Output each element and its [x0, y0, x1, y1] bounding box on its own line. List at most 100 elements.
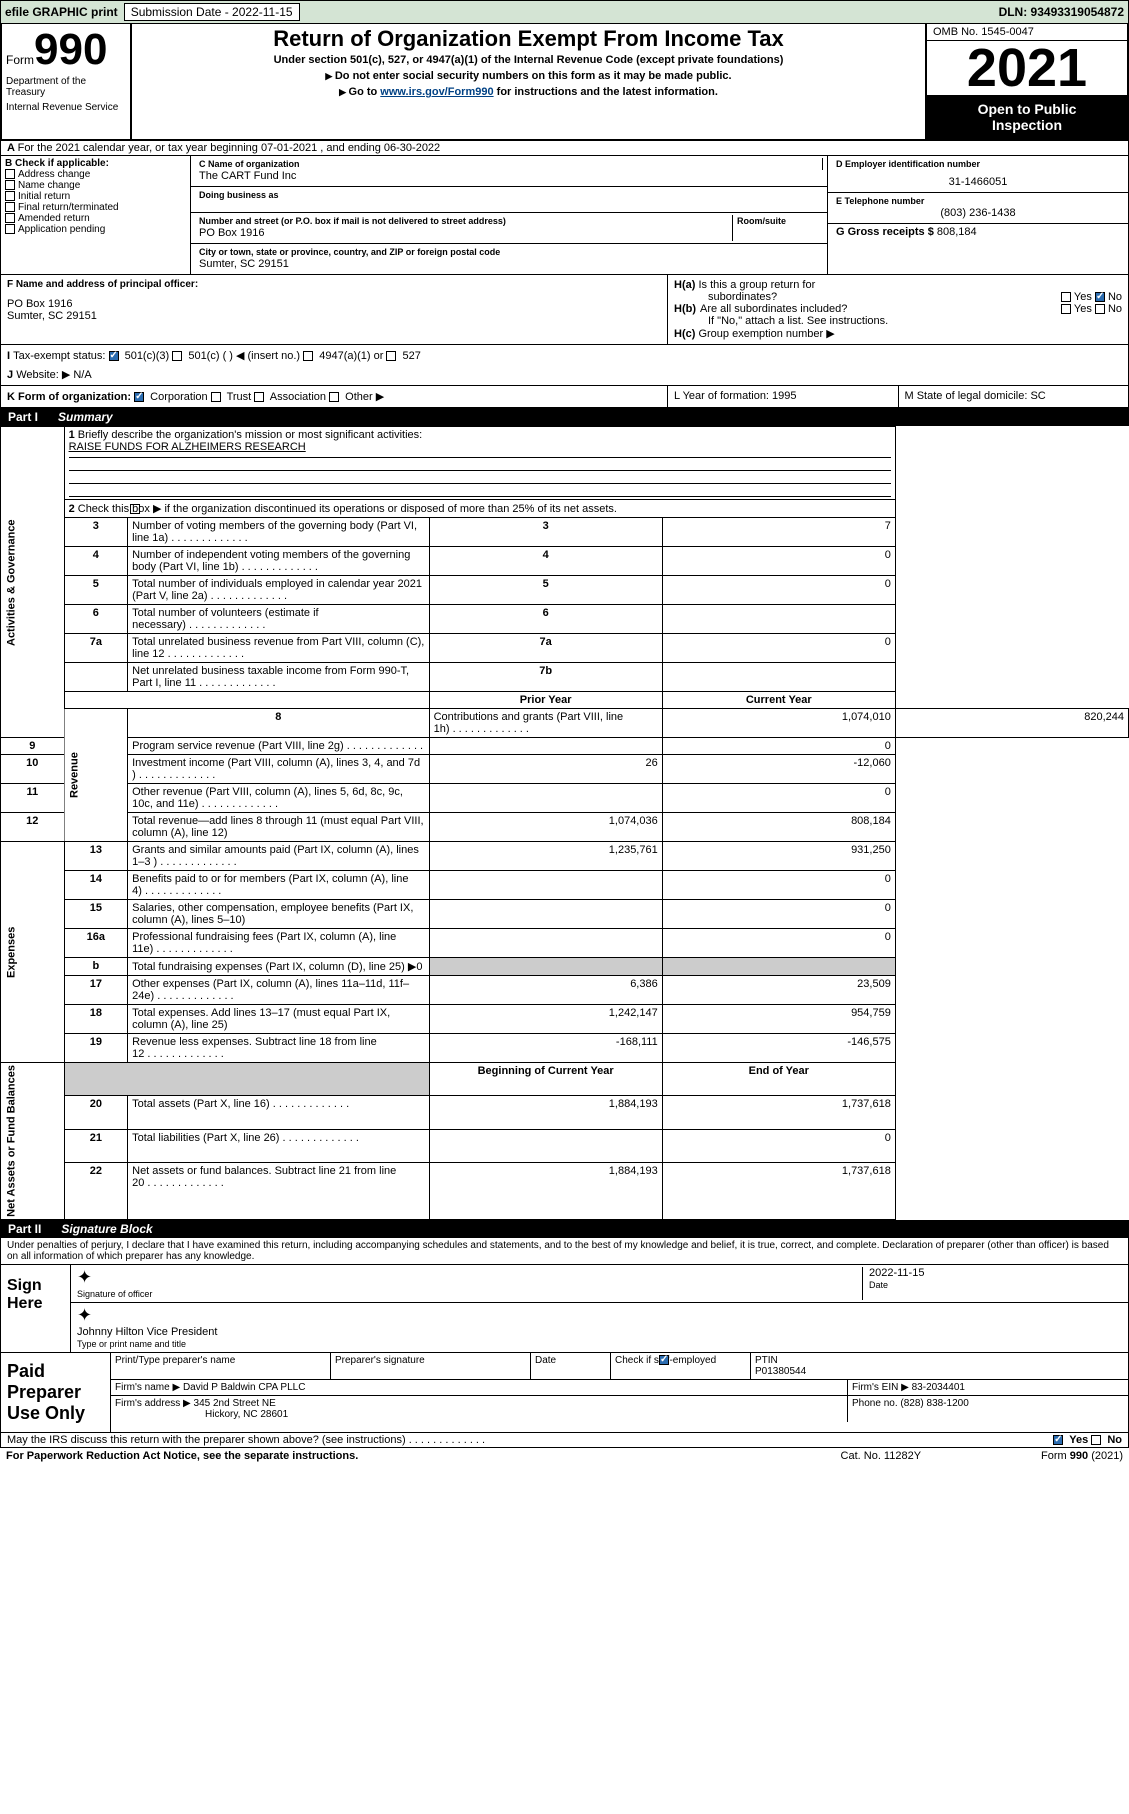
preparer-label: Paid Preparer Use Only [1, 1353, 111, 1432]
officer-name-label: Type or print name and title [77, 1339, 186, 1349]
officer-addr1: PO Box 1916 [7, 290, 661, 310]
rev12-c: 808,184 [662, 813, 895, 842]
checkbox-amended[interactable] [5, 213, 15, 223]
rev11-c: 0 [662, 784, 895, 813]
e17-n: 17 [64, 976, 128, 1005]
part2-bar: Part II Signature Block [0, 1220, 1129, 1238]
n20-c: 1,737,618 [662, 1096, 895, 1129]
e14-t: Benefits paid to or for members (Part IX… [128, 871, 429, 900]
paperwork-text: For Paperwork Reduction Act Notice, see … [6, 1450, 358, 1462]
e14-n: 14 [64, 871, 128, 900]
e16a-n: 16a [64, 929, 128, 958]
rev10-n: 10 [1, 755, 65, 784]
firm-name-cell: Firm's name ▶ David P Baldwin CPA PLLC [111, 1380, 848, 1395]
phone-label: Phone no. [852, 1398, 898, 1409]
checkbox-final-return[interactable] [5, 202, 15, 212]
hdr-prior: Prior Year [429, 692, 662, 709]
subtitle-1: Under section 501(c), 527, or 4947(a)(1)… [138, 52, 919, 68]
r7a-t: Total unrelated business revenue from Pa… [128, 634, 429, 663]
form990-link[interactable]: www.irs.gov/Form990 [380, 86, 493, 98]
q1-text: Briefly describe the organization's miss… [78, 429, 422, 441]
ha-no-checkbox[interactable] [1095, 292, 1105, 302]
n21-p [429, 1129, 662, 1162]
side-expenses: Expenses [1, 842, 65, 1063]
k-other-checkbox[interactable] [329, 392, 339, 402]
ha-yes-checkbox[interactable] [1061, 292, 1071, 302]
r6-c: 6 [429, 605, 662, 634]
q2-checkbox[interactable] [130, 504, 140, 514]
e17-t: Other expenses (Part IX, column (A), lin… [128, 976, 429, 1005]
rev9-n: 9 [1, 738, 65, 755]
e14-c: 0 [662, 871, 895, 900]
hb-no-checkbox[interactable] [1095, 304, 1105, 314]
form-title: Return of Organization Exempt From Incom… [138, 26, 919, 52]
rev-shade [64, 692, 429, 709]
r5-n: 5 [64, 576, 128, 605]
k-trust-checkbox[interactable] [211, 392, 221, 402]
e19-n: 19 [64, 1034, 128, 1063]
section-f-h: F Name and address of principal officer:… [0, 275, 1129, 345]
otp-line2: Inspection [929, 117, 1125, 133]
e18-t: Total expenses. Add lines 13–17 (must eq… [128, 1005, 429, 1034]
dba-label: Doing business as [195, 189, 823, 201]
n21-n: 21 [64, 1129, 128, 1162]
checkbox-initial-return[interactable] [5, 191, 15, 201]
sig-officer-label: Signature of officer [77, 1289, 152, 1299]
ha-yes: Yes [1074, 291, 1092, 303]
opt-name: Name change [18, 180, 80, 191]
f-label: F Name and address of principal officer: [7, 279, 661, 290]
prep-sig-hdr: Preparer's signature [331, 1353, 531, 1379]
i-527-checkbox[interactable] [386, 351, 396, 361]
n20-p: 1,884,193 [429, 1096, 662, 1129]
k-assoc-checkbox[interactable] [254, 392, 264, 402]
ha-text: Is this a group return for [698, 279, 815, 291]
checkbox-application-pending[interactable] [5, 224, 15, 234]
sig-date-label: Date [869, 1280, 888, 1290]
r7b-t: Net unrelated business taxable income fr… [128, 663, 429, 692]
n22-p: 1,884,193 [429, 1162, 662, 1219]
rev10-t: Investment income (Part VIII, column (A)… [128, 755, 429, 784]
r3-v: 7 [662, 518, 895, 547]
officer-addr2: Sumter, SC 29151 [7, 310, 661, 322]
r7b-n [64, 663, 128, 692]
discuss-text: May the IRS discuss this return with the… [7, 1434, 485, 1446]
mission-text: RAISE FUNDS FOR ALZHEIMERS RESEARCH [69, 441, 306, 453]
sig-date-val: 2022-11-15 [869, 1267, 1122, 1279]
discuss-yes-checkbox[interactable] [1053, 1435, 1063, 1445]
opt-address: Address change [18, 169, 90, 180]
self-employed-checkbox[interactable] [659, 1355, 669, 1365]
k-corp-checkbox[interactable] [134, 392, 144, 402]
phone-value: (803) 236-1438 [832, 207, 1124, 221]
go-to-text: Go to [349, 86, 381, 98]
rev8-c: 820,244 [895, 709, 1128, 738]
form-header: Form990 Department of the Treasury Inter… [0, 24, 1129, 141]
i-501c3-checkbox[interactable] [109, 351, 119, 361]
discuss-no-checkbox[interactable] [1091, 1435, 1101, 1445]
ptin-cell: PTINP01380544 [751, 1353, 1128, 1379]
firm-addr2: Hickory, NC 28601 [115, 1409, 288, 1420]
r3-c: 3 [429, 518, 662, 547]
subtitle-2: Do not enter social security numbers on … [138, 68, 919, 84]
city-value: Sumter, SC 29151 [195, 258, 823, 272]
r5-t: Total number of individuals employed in … [128, 576, 429, 605]
open-to-public: Open to Public Inspection [927, 95, 1127, 139]
r6-t: Total number of volunteers (estimate if … [128, 605, 429, 634]
part2-label: Part II [8, 1222, 61, 1236]
i-4947-checkbox[interactable] [303, 351, 313, 361]
g-value: 808,184 [937, 226, 977, 238]
k-other: Other ▶ [345, 391, 384, 403]
m-state: M State of legal domicile: SC [899, 386, 1129, 407]
rev9-c: 0 [662, 738, 895, 755]
e15-p [429, 900, 662, 929]
e17-c: 23,509 [662, 976, 895, 1005]
i-501c-checkbox[interactable] [172, 351, 182, 361]
hb-yes-checkbox[interactable] [1061, 304, 1071, 314]
efile-print[interactable]: efile GRAPHIC print [5, 5, 118, 19]
r7a-c: 7a [429, 634, 662, 663]
checkbox-name-change[interactable] [5, 180, 15, 190]
k-trust: Trust [227, 391, 252, 403]
rev11-t: Other revenue (Part VIII, column (A), li… [128, 784, 429, 813]
side-net: Net Assets or Fund Balances [1, 1063, 65, 1220]
rev12-t: Total revenue—add lines 8 through 11 (mu… [128, 813, 429, 842]
checkbox-address-change[interactable] [5, 169, 15, 179]
